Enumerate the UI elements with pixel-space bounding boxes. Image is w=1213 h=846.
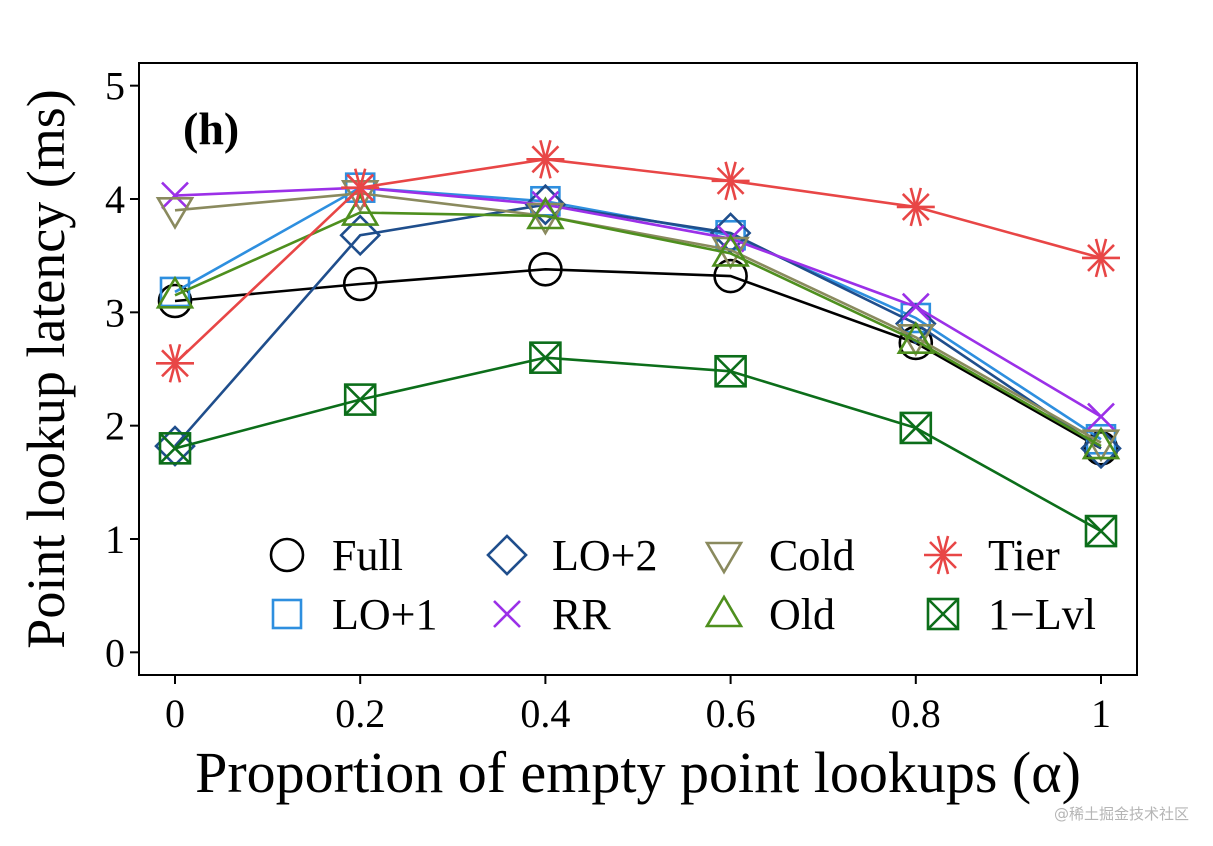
legend-marker-cold [704,541,744,575]
data-point-rr-0 [161,181,189,210]
legend-item-rr: RR [493,590,611,639]
y-tick-label: 5 [105,64,125,109]
data-point-old-5 [1081,426,1121,460]
x-tick-label: 0.2 [335,691,385,736]
legend-marker-tier [924,535,962,575]
y-tick-label: 2 [105,404,125,449]
data-point-full-2 [528,251,563,287]
data-point-rr-4 [901,292,930,321]
y-tick-label: 4 [105,177,125,222]
legend-label: Old [769,590,835,639]
data-point-tier-5 [1082,238,1120,278]
series-line-tier [174,158,1102,365]
legend-label: LO+1 [332,590,437,639]
series-tier [156,140,1120,383]
y-tick-label: 0 [105,630,125,675]
legend-label: 1−Lvl [988,590,1096,639]
legend-label: Cold [769,531,855,580]
x-tick-label: 0 [165,691,185,736]
data-point-1-lvl-0 [158,432,192,465]
data-point-full-1 [342,266,378,302]
legend-marker-rr [493,600,521,628]
x-tick-label: 0.4 [520,691,570,736]
legend-item-old: Old [704,590,835,639]
legend-item-tier: Tier [924,531,1060,580]
legend-label: RR [552,590,611,639]
legend-marker-old [704,594,744,628]
legend-marker-lo-2 [486,534,528,576]
plot-area-border [138,62,1138,676]
y-axis: 0 1 2 3 4 5 [105,64,139,675]
data-point-tier-2 [526,140,565,179]
series-line-old [174,211,1102,448]
data-point-1-lvl-5 [1084,514,1118,548]
legend-label: Tier [988,531,1060,580]
data-point-old-2 [526,196,565,230]
series-full [157,251,1119,466]
data-point-old-1 [340,193,380,226]
series-layer [154,140,1122,548]
x-axis: 0 0.2 0.4 0.6 0.8 1 [165,675,1111,736]
legend-item-lo-1: LO+1 [271,590,437,639]
data-point-lo-2-1 [339,214,382,257]
data-point-lo-2-5 [1080,427,1122,470]
x-tick-label: 0.6 [706,691,756,736]
series-lo-2 [154,183,1122,470]
data-point-1-lvl-1 [343,383,377,416]
watermark: @稀土掘金技术社区 [1053,805,1189,823]
legend-item-cold: Cold [704,531,855,580]
legend-marker-full [269,537,305,573]
data-point-lo-2-0 [154,425,196,467]
legend-label: LO+2 [552,531,657,580]
data-point-old-0 [155,275,195,309]
data-point-1-lvl-4 [899,411,933,445]
series-line-full [174,267,1102,450]
data-point-1-lvl-2 [529,341,562,374]
data-point-tier-1 [341,168,380,207]
series-line-lo-2 [174,203,1102,450]
legend-item-lo-2: LO+2 [486,531,657,580]
legend-marker-1-lvl [926,597,960,631]
legend: Full LO+1 LO+2 RR Cold Old Tier 1−Lvl [269,531,1096,639]
x-axis-title: Proportion of empty point lookups (α) [195,740,1081,805]
data-point-full-3 [713,258,748,294]
y-axis-title: Point lookup latency (ms) [16,89,76,648]
panel-label: (h) [183,103,239,154]
data-point-1-lvl-3 [714,354,747,388]
x-tick-label: 0.8 [891,691,941,736]
data-point-full-5 [1083,431,1119,466]
series-line-lo-1 [174,186,1102,441]
series-1-lvl [158,341,1118,548]
legend-label: Full [332,531,403,580]
legend-marker-lo-1 [271,598,303,630]
series-old [155,193,1121,460]
data-point-rr-5 [1087,402,1115,431]
data-point-tier-0 [156,344,194,383]
data-point-tier-4 [896,187,935,227]
series-line-rr [174,186,1102,418]
y-tick-label: 3 [105,290,125,335]
series-rr [161,173,1115,431]
data-point-old-4 [896,321,936,354]
legend-item-full: Full [269,531,403,580]
series-line-cold [174,192,1102,444]
series-line-1-lvl [174,356,1102,533]
data-point-lo-2-2 [524,183,567,226]
data-point-lo-2-4 [894,302,937,345]
x-tick-label: 1 [1091,691,1111,736]
data-point-full-0 [157,283,193,319]
data-point-cold-0 [155,197,195,230]
data-point-old-3 [711,233,750,267]
series-lo-1 [159,172,1117,455]
legend-item-1-lvl: 1−Lvl [926,590,1096,639]
y-tick-label: 1 [105,517,125,562]
data-point-full-4 [898,325,934,361]
data-point-tier-3 [711,161,750,201]
